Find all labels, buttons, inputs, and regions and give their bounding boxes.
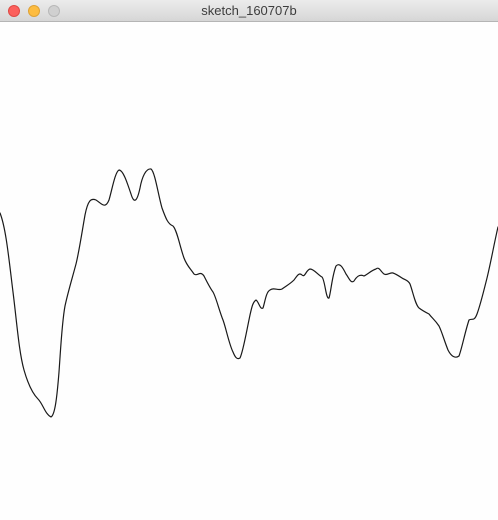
minimize-icon[interactable] [28,5,40,17]
window-title: sketch_160707b [201,3,297,18]
close-icon[interactable] [8,5,20,17]
noise-wave-line [0,168,498,418]
noise-wave-drawing [0,168,498,418]
title-bar[interactable]: sketch_160707b [0,0,498,22]
sketch-canvas [0,22,498,520]
zoom-icon[interactable] [48,5,60,17]
